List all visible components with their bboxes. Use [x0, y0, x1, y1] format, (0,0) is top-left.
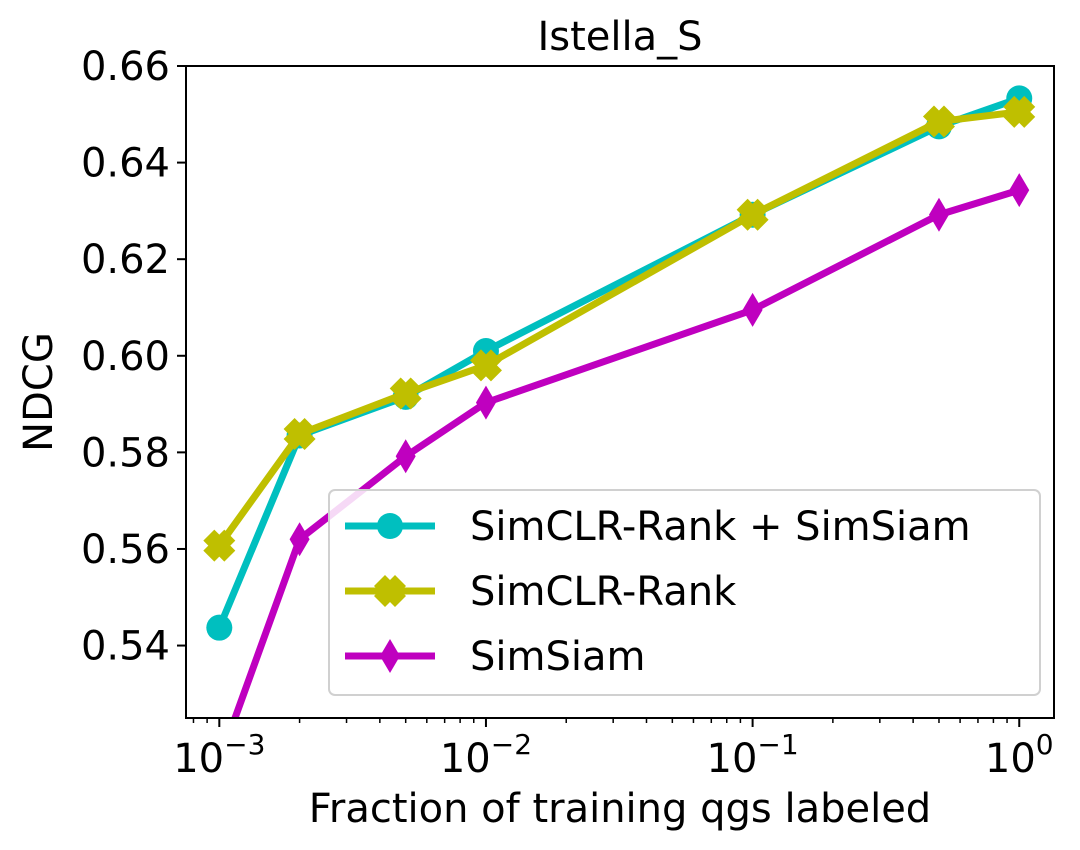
data-point: [389, 377, 422, 410]
data-point: [736, 198, 769, 231]
x-tick-exponent: −3: [224, 728, 265, 761]
x-tick-base: 10: [985, 736, 1036, 782]
x-tick-label: 10−1: [707, 728, 799, 782]
data-point: [395, 439, 416, 474]
data-point: [289, 522, 310, 557]
series-line: [214, 107, 1024, 551]
y-axis: 0.54 0.56 0.58 0.60 0.62 0.64 0.66: [81, 44, 186, 670]
series-simsiam: [231, 173, 1030, 718]
x-axis-label: Fraction of training qgs labeled: [309, 786, 931, 832]
series-simclr-rank: [203, 95, 1036, 562]
y-axis-label: NDCG: [16, 332, 62, 452]
data-point: [203, 529, 236, 562]
x-tick-exponent: 0: [1036, 728, 1054, 761]
x-tick-label: 10−2: [440, 728, 532, 782]
data-point: [928, 197, 949, 232]
chart-title: Istella_S: [537, 14, 702, 60]
y-tick-label: 0.62: [81, 237, 170, 283]
data-point: [1003, 95, 1036, 128]
y-tick-label: 0.56: [81, 527, 170, 573]
legend-box: [328, 489, 1041, 696]
plot-frame: [185, 65, 1055, 719]
series-layer: [203, 85, 1036, 718]
data-point: [206, 614, 233, 641]
legend-entry: SimCLR-Rank: [345, 569, 737, 615]
data-point: [469, 349, 502, 382]
legend-label: SimSiam: [470, 634, 645, 680]
data-point: [922, 105, 955, 138]
legend-marker: [374, 575, 406, 607]
y-tick-label: 0.60: [81, 334, 170, 380]
data-point: [475, 385, 496, 420]
data-point: [1009, 173, 1030, 208]
legend-label: SimCLR-Rank + SimSiam: [470, 504, 971, 550]
data-point: [283, 418, 316, 451]
legend-label: SimCLR-Rank: [470, 569, 737, 615]
x-tick-label: 10−3: [173, 728, 265, 782]
x-tick-exponent: −2: [491, 728, 532, 761]
legend-entry: SimCLR-Rank + SimSiam: [345, 504, 971, 550]
x-tick-exponent: −1: [757, 728, 798, 761]
x-tick-label: 100: [985, 728, 1054, 782]
x-axis: 10−3 10−2 10−1 100: [173, 718, 1054, 782]
data-point: [742, 292, 763, 327]
legend: SimCLR-Rank + SimSiam SimCLR-Rank SimSiam: [328, 489, 1041, 696]
y-tick-label: 0.64: [81, 141, 170, 187]
y-tick-label: 0.54: [81, 624, 170, 670]
legend-entry: SimSiam: [345, 634, 645, 680]
x-tick-base: 10: [707, 736, 758, 782]
x-tick-base: 10: [440, 736, 491, 782]
x-tick-base: 10: [173, 736, 224, 782]
legend-marker: [380, 639, 400, 673]
y-tick-label: 0.66: [81, 44, 170, 90]
legend-marker: [377, 513, 403, 539]
y-tick-label: 0.58: [81, 430, 170, 476]
